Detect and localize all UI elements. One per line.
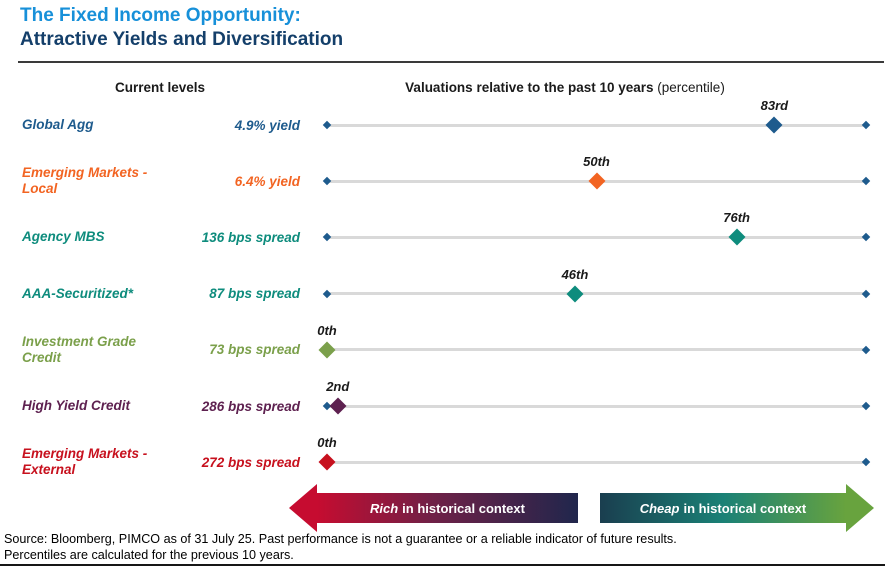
row-label: AAA-Securitized* — [22, 285, 134, 301]
track-end-diamond-right — [861, 401, 871, 411]
row-label: Emerging Markets - External — [22, 446, 148, 478]
percentile-marker-diamond — [588, 172, 605, 190]
column-header-valuations: Valuations relative to the past 10 years… — [300, 80, 830, 95]
track-end-diamond-right — [861, 233, 871, 242]
chart-row: Investment Grade Credit 73 bps spread 0th — [0, 322, 885, 378]
row-current-level: 87 bps spread — [209, 286, 300, 302]
row-current-level: 136 bps spread — [201, 229, 300, 245]
track-end-diamond-right — [861, 345, 871, 355]
chart-row: Agency MBS 136 bps spread 76th — [0, 209, 885, 265]
percentile-marker-diamond — [329, 397, 347, 415]
track-end-diamond-left — [322, 289, 332, 298]
cheap-arrow-word: Cheap — [639, 500, 680, 516]
percentile-track — [327, 404, 866, 408]
track-end-diamond-right — [861, 120, 871, 130]
rich-arrow: Rich in historical context — [289, 484, 578, 532]
cheap-arrow-label: Cheap in historical context — [600, 493, 846, 523]
cheap-arrow-rest: in historical context — [683, 500, 807, 516]
chart-row: Emerging Markets - Local 6.4% yield 50th — [0, 153, 885, 209]
page-title: The Fixed Income Opportunity: Attractive… — [20, 4, 343, 52]
percentile-marker-diamond — [318, 453, 336, 471]
chart-row: AAA-Securitized* 87 bps spread 46th — [0, 266, 885, 322]
percentile-track — [327, 460, 866, 464]
cheap-arrow-head-icon — [846, 484, 874, 532]
row-current-level: 272 bps spread — [201, 454, 300, 470]
percentile-value-label: 46th — [561, 266, 589, 282]
header-divider — [18, 61, 884, 63]
percentile-marker-diamond — [765, 116, 783, 134]
chart-row: High Yield Credit 286 bps spread 2nd — [0, 378, 885, 434]
track-end-diamond-right — [861, 176, 871, 186]
percentile-value-label: 0th — [317, 322, 337, 338]
percentile-marker-diamond — [318, 341, 336, 359]
page-title-line2: Attractive Yields and Diversification — [20, 29, 344, 50]
row-current-level: 4.9% yield — [234, 117, 300, 133]
row-label: High Yield Credit — [22, 398, 131, 413]
rich-arrow-head-icon — [289, 484, 317, 532]
row-label: Emerging Markets - Local — [22, 165, 148, 197]
track-end-diamond-left — [322, 176, 332, 186]
row-current-level: 6.4% yield — [234, 173, 300, 189]
rich-arrow-label: Rich in historical context — [317, 493, 578, 523]
percentile-track — [327, 123, 866, 127]
source-note-line1: Source: Bloomberg, PIMCO as of 31 July 2… — [4, 532, 677, 546]
percentile-value-label: 2nd — [326, 379, 350, 394]
percentile-value-label: 83rd — [760, 98, 789, 113]
percentile-track — [327, 235, 866, 239]
chart-row: Global Agg 4.9% yield 83rd — [0, 97, 885, 153]
percentile-value-label: 0th — [317, 435, 337, 451]
row-current-level: 286 bps spread — [201, 398, 300, 414]
percentile-track — [327, 348, 866, 352]
rich-arrow-rest: in historical context — [402, 500, 525, 516]
source-note-line2: Percentiles are calculated for the previ… — [4, 548, 294, 562]
rich-arrow-word: Rich — [370, 500, 399, 516]
row-label: Investment Grade Credit — [22, 333, 137, 365]
bottom-divider — [0, 564, 885, 566]
track-end-diamond-right — [861, 457, 871, 467]
percentile-value-label: 50th — [583, 154, 610, 170]
row-label: Global Agg — [22, 117, 94, 132]
chart-row: Emerging Markets - External 272 bps sprea… — [0, 434, 885, 490]
row-current-level: 73 bps spread — [209, 342, 300, 358]
percentile-marker-diamond — [728, 228, 746, 246]
column-header-current-levels: Current levels — [114, 80, 206, 95]
source-note: Source: Bloomberg, PIMCO as of 31 July 2… — [4, 531, 677, 563]
percentile-track — [327, 292, 866, 296]
row-label: Agency MBS — [22, 229, 105, 245]
cheap-arrow: Cheap in historical context — [600, 484, 874, 532]
valuations-header-bold: Valuations relative to the past 10 years — [405, 80, 654, 95]
page-title-line1: The Fixed Income Opportunity: — [20, 5, 301, 26]
track-end-diamond-left — [322, 233, 332, 242]
percentile-value-label: 76th — [723, 210, 750, 226]
track-end-diamond-right — [861, 289, 871, 298]
track-end-diamond-left — [322, 120, 332, 130]
percentile-marker-diamond — [566, 285, 584, 303]
valuations-header-unit: (percentile) — [653, 80, 725, 95]
